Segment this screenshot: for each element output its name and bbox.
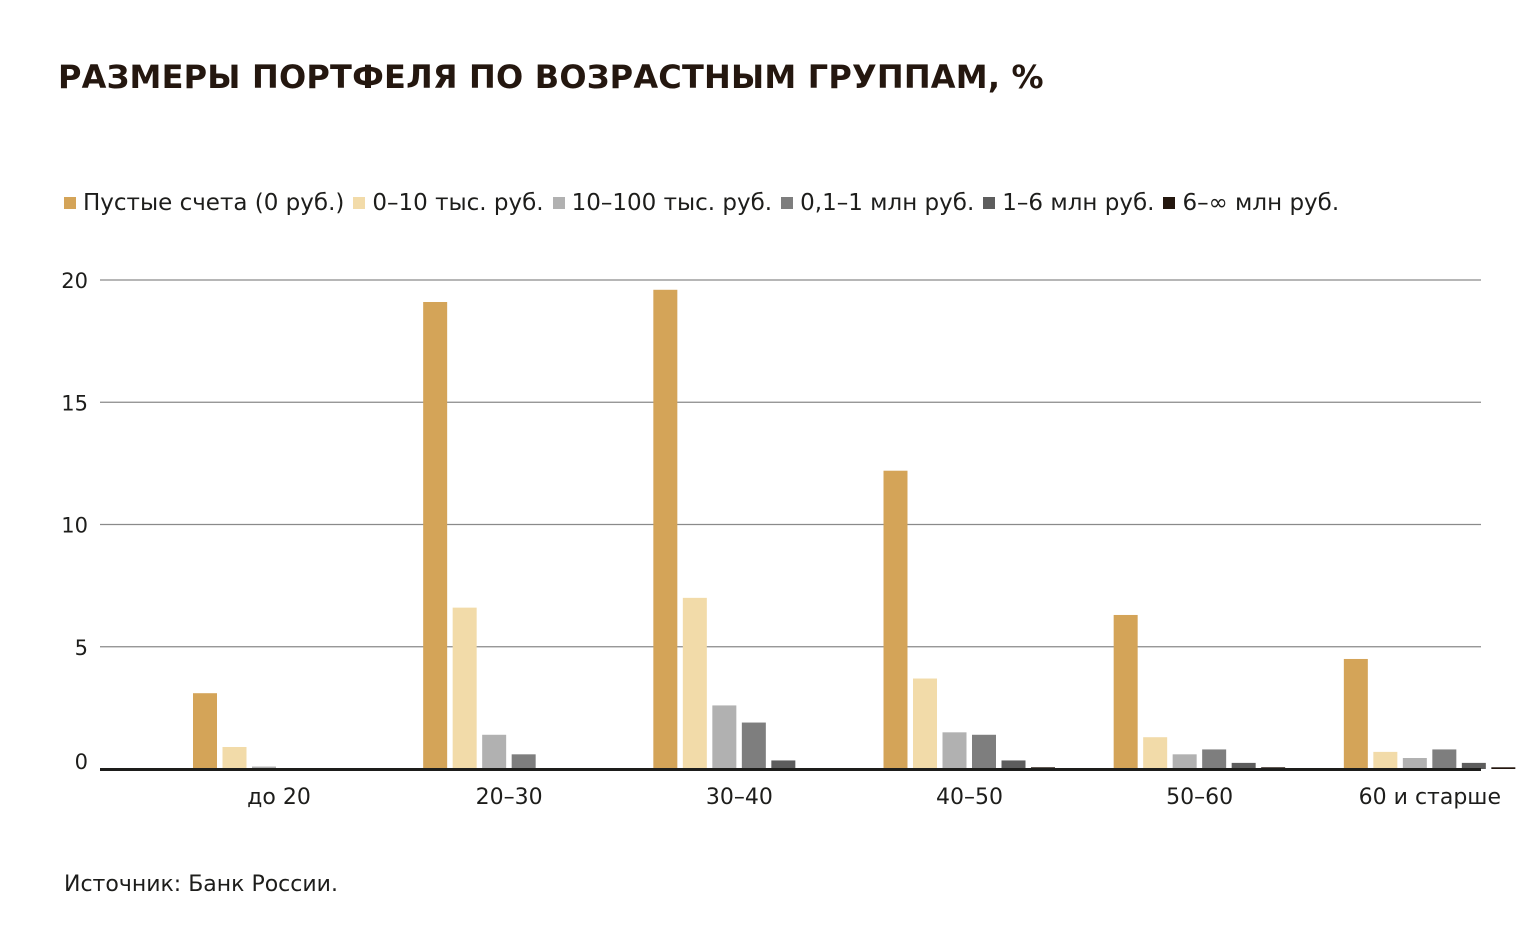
chart-title: РАЗМЕРЫ ПОРТФЕЛЯ ПО ВОЗРАСТНЫМ ГРУППАМ, … [58, 58, 1044, 96]
bar [1373, 751, 1398, 769]
y-tick-label: 10 [61, 514, 88, 538]
bar [1231, 762, 1256, 769]
bar [1343, 658, 1368, 769]
x-tick-label: до 20 [247, 785, 311, 810]
bar [1432, 749, 1457, 769]
bar [712, 705, 737, 769]
legend-label: 6–∞ млн руб. [1182, 190, 1340, 216]
legend-item: 0,1–1 млн руб. [781, 190, 974, 216]
y-tick-label: 5 [75, 636, 88, 660]
x-tick-label: 30–40 [706, 785, 773, 810]
bar [1001, 760, 1026, 769]
x-tick-label: 20–30 [476, 785, 543, 810]
legend-item: 10–100 тыс. руб. [552, 190, 773, 216]
y-tick-label: 15 [61, 391, 88, 415]
bar [913, 678, 937, 769]
x-tick-label: 50–60 [1166, 785, 1233, 810]
legend-label: 10–100 тыс. руб. [571, 190, 773, 216]
bar [1143, 737, 1168, 769]
bar [653, 289, 678, 769]
bar [252, 766, 276, 769]
bar [452, 607, 477, 769]
y-tick-label: 20 [61, 269, 88, 293]
legend-swatch [353, 197, 366, 209]
bar [942, 732, 967, 769]
bar [1402, 757, 1427, 769]
bar [222, 746, 247, 769]
legend-swatch [781, 197, 794, 209]
bar [1202, 749, 1227, 769]
bar [1113, 614, 1138, 769]
legend: Пустые счета (0 руб.) 0–10 тыс. руб. 10–10… [64, 190, 1348, 216]
legend-item: 6–∞ млн руб. [1163, 190, 1339, 216]
bar [482, 734, 507, 769]
bar [883, 470, 908, 769]
bar [1491, 767, 1516, 769]
legend-item: 1–6 млн руб. [983, 190, 1154, 216]
legend-item: 0–10 тыс. руб. [353, 190, 544, 216]
bar [1172, 754, 1197, 769]
source-note: Источник: Банк России. [64, 872, 338, 897]
legend-swatch [983, 197, 996, 209]
y-tick-label: 0 [75, 750, 88, 774]
legend-label: Пустые счета (0 руб.) [83, 190, 345, 216]
bar [193, 693, 217, 769]
x-tick-label: 40–50 [936, 785, 1003, 810]
legend-swatch [552, 197, 565, 209]
legend-swatch [1163, 197, 1176, 209]
bar [771, 760, 796, 769]
legend-item: Пустые счета (0 руб.) [64, 190, 344, 216]
bar [511, 754, 536, 769]
bar [972, 734, 996, 769]
bar [741, 722, 766, 769]
legend-label: 0–10 тыс. руб. [372, 190, 544, 216]
bar [1461, 762, 1486, 769]
bar [682, 597, 707, 769]
legend-label: 1–6 млн руб. [1002, 190, 1155, 216]
legend-swatch [64, 197, 76, 209]
bar [423, 302, 448, 769]
x-tick-label: 60 и старше [1359, 785, 1501, 810]
legend-label: 0,1–1 млн руб. [800, 190, 975, 216]
